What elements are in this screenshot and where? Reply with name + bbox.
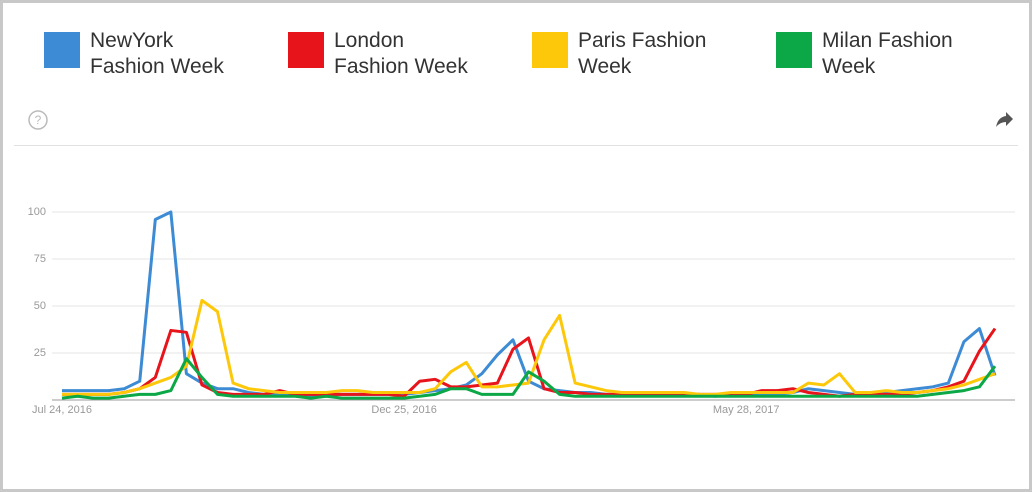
legend-swatch [44,32,80,68]
legend-item[interactable]: NewYork Fashion Week [44,28,240,80]
legend-item[interactable]: Milan Fashion Week [776,28,972,80]
series-line [62,298,996,396]
series-line [61,357,997,400]
legend-swatch [288,32,324,68]
legend-swatch [532,32,568,68]
x-tick-label: Jul 24, 2016 [32,404,92,416]
x-tick-label: May 28, 2017 [713,404,780,416]
legend-item[interactable]: London Fashion Week [288,28,484,80]
legend-label: Milan Fashion Week [822,29,953,78]
help-icon[interactable]: ? [28,110,48,130]
divider [14,145,1018,146]
legend-item[interactable]: Paris Fashion Week [532,28,728,80]
x-tick-label: Dec 25, 2016 [371,404,436,416]
y-tick-label: 25 [34,347,46,359]
legend-swatch [776,32,812,68]
y-tick-label: 50 [34,300,46,312]
share-icon[interactable] [996,112,1013,127]
svg-text:?: ? [35,113,42,127]
series-line [62,327,997,398]
legend-label: Paris Fashion Week [578,29,707,78]
legend-label: NewYork Fashion Week [90,29,224,78]
legend-label: London Fashion Week [334,29,468,78]
y-tick-label: 100 [28,206,46,218]
y-tick-label: 75 [34,253,46,265]
